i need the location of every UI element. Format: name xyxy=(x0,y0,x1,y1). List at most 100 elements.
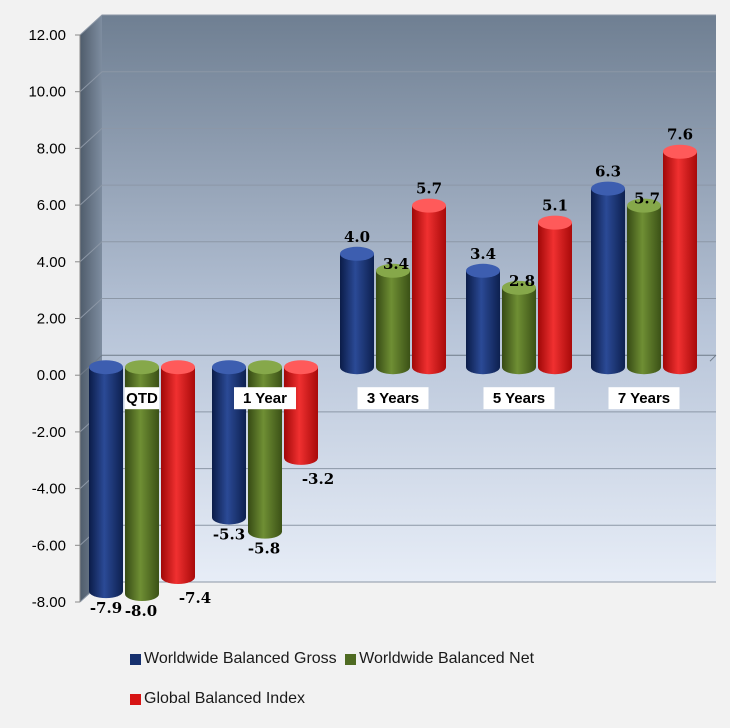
data-label-worldwide-balanced-net-3-years: 3.4 xyxy=(383,255,409,273)
y-axis: 12.00 10.00 8.00 6.00 4.00 2.00 0.00 -2.00 -4.00… xyxy=(28,27,81,611)
y-tick-label: -6.00 xyxy=(32,537,66,554)
bar-bottom-worldwide-balanced-gross-1-year xyxy=(212,510,246,525)
bar-top-global-balanced-index-7-years xyxy=(663,144,697,159)
legend: Worldwide Balanced Gross Worldwide Balan… xyxy=(130,648,690,728)
bar-bottom-global-balanced-index-7-years xyxy=(663,360,697,375)
legend-row-2: Global Balanced Index xyxy=(130,688,690,728)
y-tick-label: 10.00 xyxy=(28,84,66,101)
bar-bottom-worldwide-balanced-gross-7-years xyxy=(591,360,625,375)
data-label-worldwide-balanced-net-7-years: 5.7 xyxy=(634,190,660,208)
bar-top-worldwide-balanced-net-qtd xyxy=(125,360,159,375)
data-label-global-balanced-index-5-years: 5.1 xyxy=(542,197,568,215)
zero-plane-edge xyxy=(709,354,717,362)
legend-swatch-net xyxy=(345,653,357,665)
bar-chart: 12.00 10.00 8.00 6.00 4.00 2.00 0.00 -2.00 -4.00… xyxy=(28,14,717,620)
bar-global-balanced-index-3-years xyxy=(412,205,446,368)
category-label-bg-7-years xyxy=(608,387,680,410)
data-label-worldwide-balanced-gross-qtd: -7.9 xyxy=(90,599,122,617)
data-label-worldwide-balanced-gross-5-years: 3.4 xyxy=(470,245,496,263)
bar-global-balanced-index-qtd xyxy=(161,367,195,577)
data-labels: -7.9 -8.0 -7.4 -5.3-5.8 -3.2 4.0 3.4 5.7 3.4 2.8 5… xyxy=(90,126,693,620)
gridlines xyxy=(79,14,717,603)
gridline xyxy=(79,14,716,36)
bar-top-global-balanced-index-3-years xyxy=(412,198,446,213)
bar-bottom-worldwide-balanced-net-5-years xyxy=(502,360,536,375)
bar-worldwide-balanced-gross-5-years xyxy=(466,270,500,368)
bar-worldwide-balanced-net-3-years xyxy=(376,270,410,368)
bar-bottom-global-balanced-index-3-years xyxy=(412,360,446,375)
category-label-bg-1-year xyxy=(234,387,296,410)
bar-top-worldwide-balanced-gross-5-years xyxy=(466,263,500,278)
bars xyxy=(89,144,697,601)
bar-top-global-balanced-index-5-years xyxy=(538,215,572,230)
legend-item-net: Worldwide Balanced Net xyxy=(345,648,534,670)
data-label-worldwide-balanced-net-5-years: 2.8 xyxy=(509,272,535,290)
bar-top-worldwide-balanced-net-1-year xyxy=(248,360,282,375)
category-label-qtd: QTD xyxy=(126,390,158,407)
category-label-3-years: 3 Years xyxy=(367,390,419,407)
bar-top-global-balanced-index-1-year xyxy=(284,360,318,375)
legend-label-net: Worldwide Balanced Net xyxy=(359,650,535,667)
bar-bottom-worldwide-balanced-net-3-years xyxy=(376,360,410,375)
bar-global-balanced-index-7-years xyxy=(663,151,697,368)
bar-bottom-global-balanced-index-5-years xyxy=(538,360,572,375)
bar-top-worldwide-balanced-gross-1-year xyxy=(212,360,246,375)
data-label-worldwide-balanced-gross-7-years: 6.3 xyxy=(595,163,621,181)
bar-top-global-balanced-index-qtd xyxy=(161,360,195,375)
category-label-bg-qtd xyxy=(124,387,160,410)
bar-worldwide-balanced-gross-qtd xyxy=(89,367,123,592)
bar-bottom-worldwide-balanced-gross-3-years xyxy=(340,360,374,375)
bar-top-worldwide-balanced-gross-3-years xyxy=(340,246,374,261)
bar-bottom-worldwide-balanced-gross-5-years xyxy=(466,360,500,375)
category-label-1-year: 1 Year xyxy=(243,390,287,407)
bar-bottom-worldwide-balanced-net-1-year xyxy=(248,524,282,539)
y-tick-label: -8.00 xyxy=(32,594,66,611)
bar-top-worldwide-balanced-gross-7-years xyxy=(591,181,625,196)
gridline xyxy=(79,127,716,149)
data-label-global-balanced-index-qtd: -7.4 xyxy=(179,589,211,607)
legend-label-index: Global Balanced Index xyxy=(144,690,305,707)
y-tick-label: 0.00 xyxy=(37,367,66,384)
legend-item-gross: Worldwide Balanced Gross xyxy=(130,648,337,670)
gridline xyxy=(79,71,716,93)
category-label-bg-3-years xyxy=(357,387,429,410)
y-tick-label: 2.00 xyxy=(37,311,66,328)
category-label-7-years: 7 Years xyxy=(618,390,670,407)
legend-swatch-gross xyxy=(130,653,141,665)
data-label-global-balanced-index-1-year: -3.2 xyxy=(302,470,334,488)
y-tick-label: 4.00 xyxy=(37,254,66,271)
bar-top-worldwide-balanced-gross-qtd xyxy=(89,360,123,375)
legend-label-gross: Worldwide Balanced Gross xyxy=(144,650,337,667)
bar-worldwide-balanced-net-5-years xyxy=(502,287,536,368)
data-label-worldwide-balanced-gross-1-year: -5.3 xyxy=(213,525,245,543)
bar-bottom-global-balanced-index-qtd xyxy=(161,569,195,584)
data-label-worldwide-balanced-net-1-year: -5.8 xyxy=(248,540,280,558)
bar-global-balanced-index-1-year xyxy=(284,367,318,458)
gridline xyxy=(79,184,716,206)
bar-bottom-worldwide-balanced-net-qtd xyxy=(125,587,159,601)
gridline xyxy=(79,581,716,603)
bar-bottom-global-balanced-index-1-year xyxy=(284,450,318,465)
bar-worldwide-balanced-gross-7-years xyxy=(591,188,625,368)
bar-worldwide-balanced-net-7-years xyxy=(627,205,661,368)
bar-bottom-worldwide-balanced-net-7-years xyxy=(627,360,661,375)
legend-row-1: Worldwide Balanced Gross Worldwide Balan… xyxy=(130,648,690,688)
category-labels: QTD 1 Year 3 Years 5 Years 7 Years xyxy=(124,387,680,410)
y-tick-label: 8.00 xyxy=(37,140,66,157)
y-tick-label: 6.00 xyxy=(37,197,66,214)
y-tick-label: -2.00 xyxy=(32,424,66,441)
bar-top-worldwide-balanced-net-5-years xyxy=(502,280,536,295)
category-label-5-years: 5 Years xyxy=(493,390,545,407)
bar-bottom-worldwide-balanced-gross-qtd xyxy=(89,584,123,599)
bar-global-balanced-index-5-years xyxy=(538,222,572,368)
bar-top-worldwide-balanced-net-3-years xyxy=(376,263,410,278)
bar-worldwide-balanced-gross-3-years xyxy=(340,253,374,368)
legend-item-index: Global Balanced Index xyxy=(130,688,305,710)
gridline xyxy=(79,241,716,263)
data-label-global-balanced-index-3-years: 5.7 xyxy=(416,180,442,198)
y-tick-label: -4.00 xyxy=(32,481,66,498)
legend-swatch-index xyxy=(130,693,141,705)
data-label-worldwide-balanced-net-qtd: -8.0 xyxy=(125,602,157,620)
category-label-bg-5-years xyxy=(483,387,555,410)
y-tick-label: 12.00 xyxy=(28,27,66,44)
